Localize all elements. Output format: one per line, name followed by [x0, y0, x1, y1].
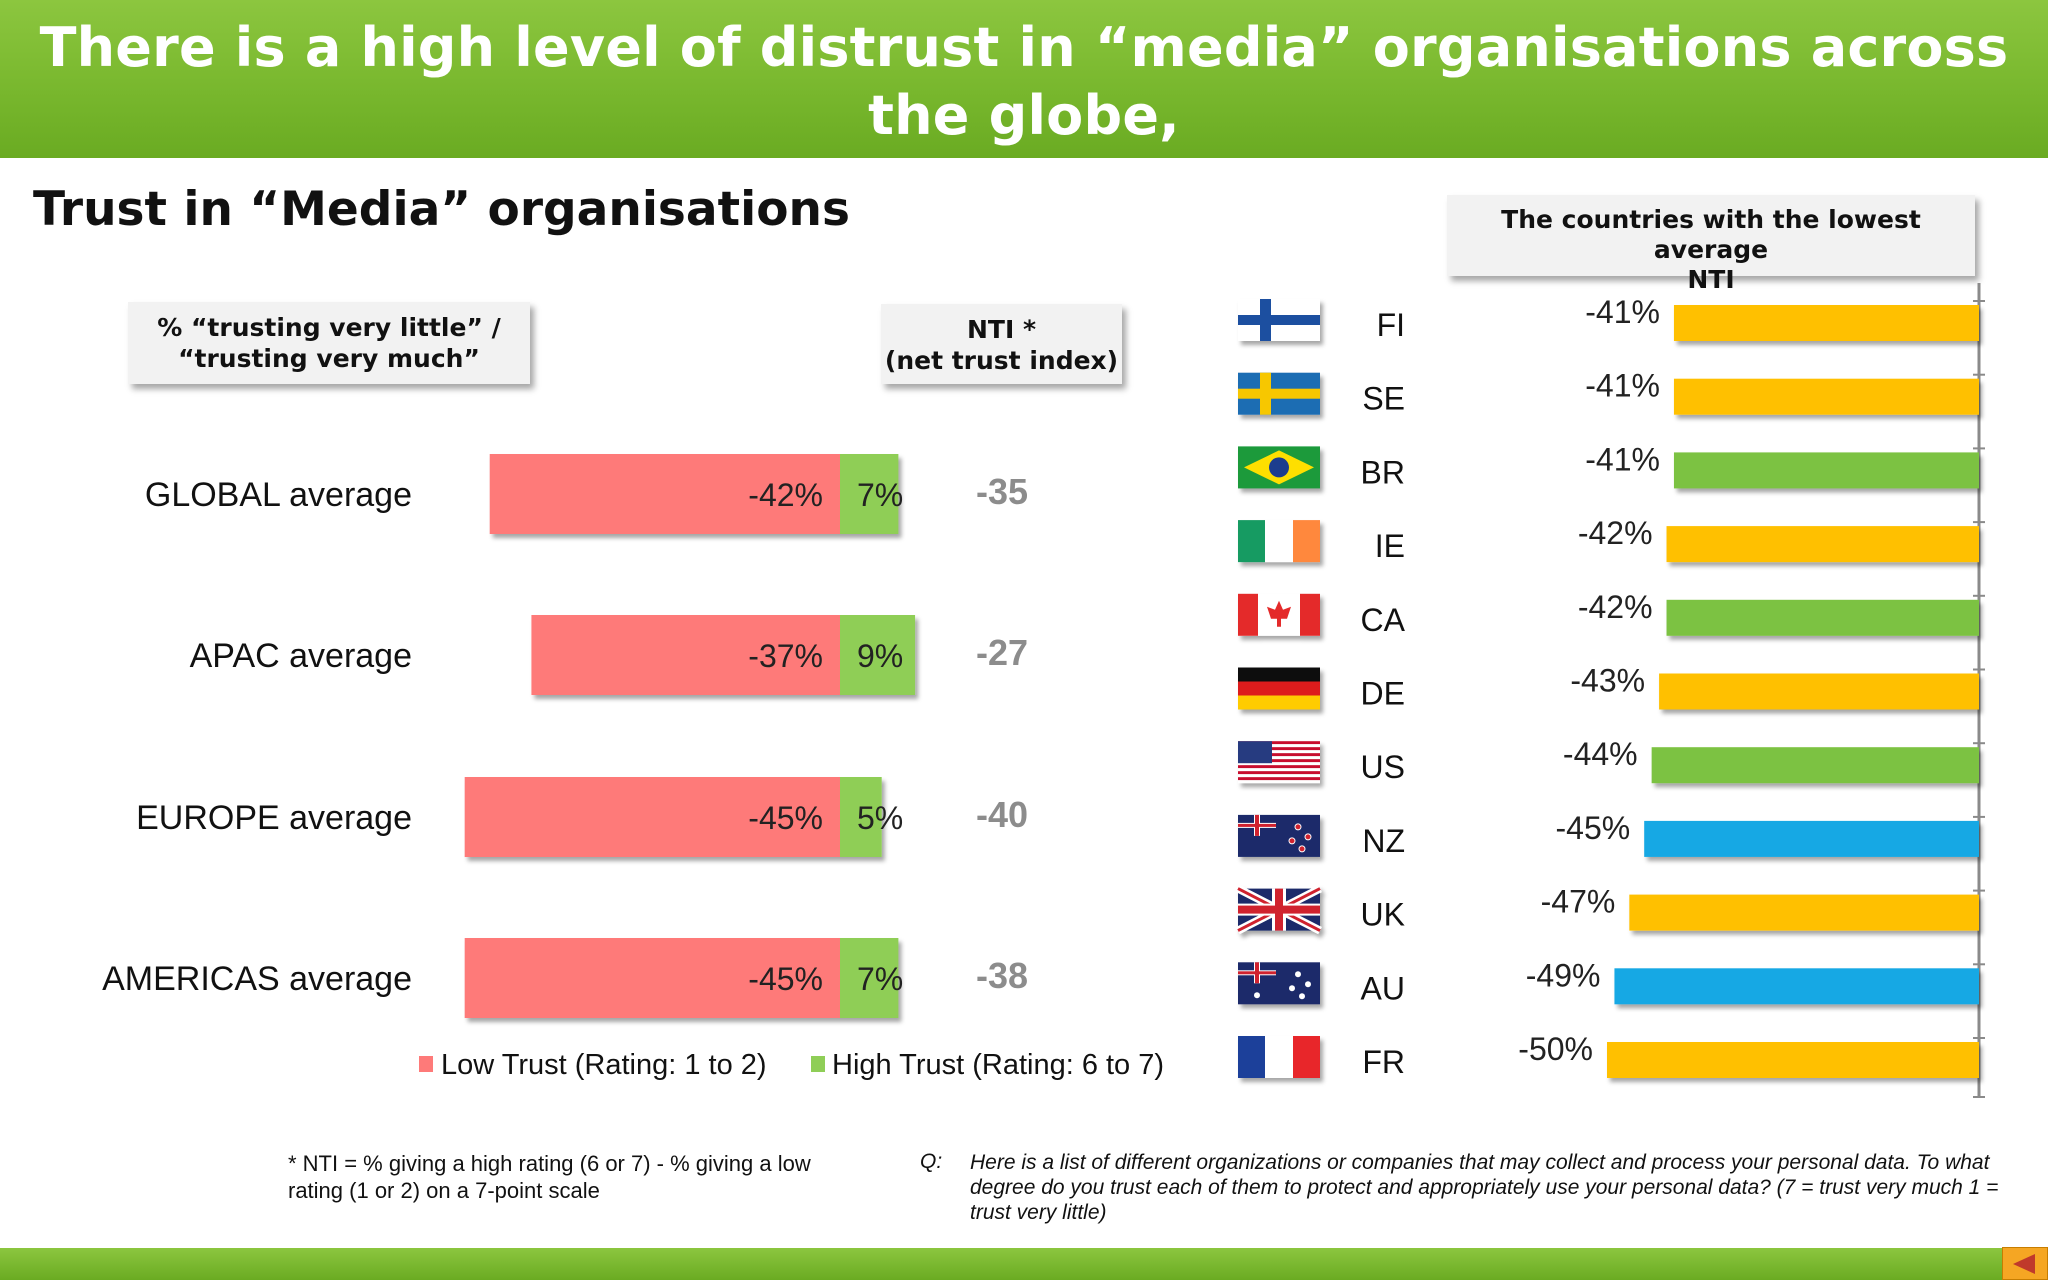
- bar-low-trust: [464, 938, 840, 1018]
- country-code-label: FR: [1362, 1044, 1405, 1080]
- country-value-label: -50%: [1518, 1031, 1593, 1067]
- country-code-label: UK: [1361, 897, 1405, 933]
- bar-group: [464, 938, 899, 1018]
- country-bar: [1644, 820, 1979, 857]
- country-bar: [1666, 599, 1979, 636]
- data-label-low: -37%: [748, 638, 823, 674]
- bar-high-trust: [840, 454, 899, 534]
- country-value-label: -41%: [1585, 368, 1660, 404]
- flag-us-icon: [1238, 741, 1320, 784]
- bar-low-trust: [489, 454, 840, 534]
- category-label: EUROPE average: [136, 799, 412, 837]
- country-value-label: -43%: [1570, 663, 1645, 699]
- nti-value: -40: [976, 794, 1028, 835]
- country-code-label: FI: [1377, 307, 1405, 343]
- nti-value: -27: [976, 632, 1028, 673]
- legend-swatch-low: [419, 1056, 433, 1072]
- country-value-label: -42%: [1578, 515, 1653, 551]
- country-value-label: -44%: [1563, 736, 1638, 772]
- chart-title: Trust in “Media” organisations: [33, 182, 850, 237]
- country-bar: [1651, 747, 1979, 784]
- bar-group: [489, 454, 899, 534]
- country-value-label: -49%: [1526, 957, 1601, 993]
- country-value-label: -42%: [1578, 589, 1653, 625]
- bar-high-trust: [840, 777, 882, 857]
- nti-value: -38: [976, 955, 1028, 996]
- category-label: GLOBAL average: [145, 476, 412, 514]
- legend-swatch-high: [811, 1056, 825, 1072]
- flag-br-icon: [1238, 446, 1320, 489]
- flag-nz-icon: [1238, 814, 1320, 857]
- country-value-label: -41%: [1585, 441, 1660, 477]
- nti-header-box: NTI * (net trust index): [881, 304, 1122, 384]
- flag-de-icon: [1238, 667, 1320, 710]
- bar-group: [531, 615, 916, 695]
- country-value-label: -45%: [1555, 810, 1630, 846]
- country-bar-group: [1673, 305, 1979, 341]
- footer-bar: [0, 1248, 2048, 1280]
- country-code-label: DE: [1361, 676, 1405, 712]
- data-label-high: 7%: [857, 477, 903, 513]
- country-code-label: US: [1361, 749, 1405, 785]
- nti-value: -35: [976, 471, 1028, 512]
- country-code-label: NZ: [1362, 823, 1405, 859]
- flag-se-icon: [1238, 372, 1320, 415]
- country-bar: [1673, 452, 1979, 489]
- question-label: Q:: [920, 1150, 943, 1173]
- question-text: Here is a list of different organization…: [970, 1151, 1999, 1224]
- legend-label-low: Low Trust (Rating: 1 to 2): [441, 1049, 767, 1081]
- country-bar-group: [1629, 894, 1979, 931]
- bar-low-trust: [464, 777, 840, 857]
- country-bar: [1659, 673, 1979, 710]
- country-bar-group: [1673, 378, 1979, 415]
- flag-fr-icon: [1238, 1036, 1320, 1078]
- left-legend-box: % “trusting very little” / “trusting ver…: [128, 302, 530, 384]
- country-bar-group: [1659, 673, 1979, 710]
- bar-high-trust: [840, 938, 899, 1018]
- flag-uk-icon: [1236, 885, 1322, 935]
- country-bar: [1673, 305, 1979, 341]
- country-bar-group: [1607, 1042, 1979, 1078]
- flag-ie-icon: [1238, 520, 1320, 563]
- nti-footnote: * NTI = % giving a high rating (6 or 7) …: [288, 1151, 811, 1203]
- country-value-label: -47%: [1541, 884, 1616, 920]
- country-bar-group: [1651, 747, 1979, 784]
- data-label-high: 7%: [857, 961, 903, 997]
- data-label-high: 5%: [857, 800, 903, 836]
- category-label: AMERICAS average: [102, 960, 412, 998]
- country-bar: [1666, 526, 1979, 563]
- data-label-low: -42%: [748, 477, 823, 513]
- bar-high-trust: [840, 615, 916, 695]
- lowest-nti-box: The countries with the lowest average NT…: [1447, 195, 1975, 294]
- bar-group: [464, 777, 882, 857]
- country-bar: [1629, 894, 1979, 931]
- slide-title: There is a high level of distrust in “me…: [39, 16, 2009, 215]
- previous-slide-button[interactable]: [2002, 1247, 2048, 1280]
- flag-ca-icon: [1238, 593, 1320, 636]
- flag-fi-icon: [1238, 299, 1320, 341]
- bar-low-trust: [531, 615, 840, 695]
- country-code-label: SE: [1362, 381, 1405, 417]
- data-label-low: -45%: [748, 800, 823, 836]
- country-code-label: CA: [1361, 602, 1406, 638]
- data-label-low: -45%: [748, 961, 823, 997]
- legend-label-high: High Trust (Rating: 6 to 7): [832, 1049, 1164, 1081]
- category-label: APAC average: [190, 637, 412, 675]
- country-bar-group: [1673, 452, 1979, 489]
- country-code-label: IE: [1375, 528, 1405, 564]
- country-bar: [1607, 1042, 1979, 1078]
- header-banner: There is a high level of distrust in “me…: [0, 0, 2048, 215]
- country-bar-group: [1614, 968, 1979, 1005]
- data-label-high: 9%: [857, 638, 903, 674]
- country-bar-group: [1666, 526, 1979, 563]
- flag-au-icon: [1238, 962, 1320, 1005]
- country-value-label: -41%: [1585, 294, 1660, 330]
- country-code-label: BR: [1361, 454, 1405, 490]
- country-code-label: AU: [1361, 970, 1405, 1006]
- country-bar-group: [1644, 820, 1979, 857]
- country-bar: [1614, 968, 1979, 1005]
- country-bar: [1673, 378, 1979, 415]
- country-bar-group: [1666, 599, 1979, 636]
